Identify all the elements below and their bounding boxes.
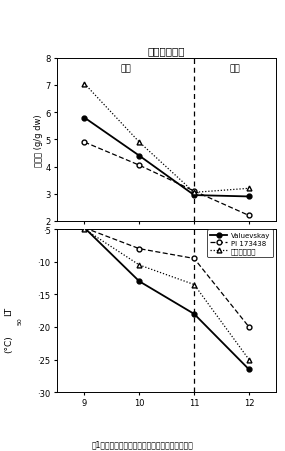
- Text: LT: LT: [4, 306, 13, 316]
- Text: 50: 50: [17, 317, 22, 325]
- Text: 前期: 前期: [120, 64, 131, 73]
- Text: (°C): (°C): [4, 335, 13, 352]
- Text: 図1．　コムギ品種の耐凍性と冠部水分量の変化: 図1． コムギ品種の耐凍性と冠部水分量の変化: [91, 440, 194, 448]
- Title: ハードニング: ハードニング: [148, 46, 186, 56]
- Text: 後期: 後期: [230, 64, 241, 73]
- Legend: Valuevskay, PI 173438, ナナツコムギ: Valuevskay, PI 173438, ナナツコムギ: [207, 230, 273, 258]
- Y-axis label: 水分量 (g/g dw): 水分量 (g/g dw): [34, 114, 42, 166]
